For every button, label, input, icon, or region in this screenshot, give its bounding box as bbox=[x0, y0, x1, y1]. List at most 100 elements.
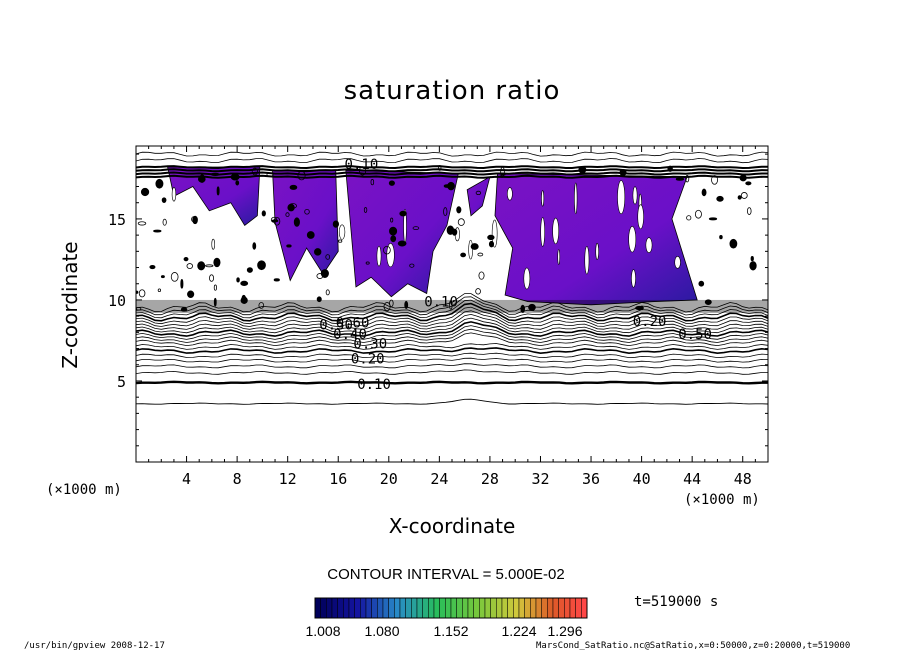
contour-speck bbox=[293, 217, 300, 227]
contour-speck bbox=[388, 180, 395, 186]
contour-label: 0.10 bbox=[345, 157, 379, 173]
x-tick-label: 8 bbox=[233, 470, 242, 488]
contour-speck bbox=[213, 297, 217, 307]
colorbar-cell bbox=[394, 597, 401, 619]
contour-line bbox=[136, 151, 768, 157]
contour-speck bbox=[261, 210, 266, 217]
colorbar-cell bbox=[433, 597, 440, 619]
colorbar-cell bbox=[552, 597, 559, 619]
contour-speck bbox=[365, 261, 370, 265]
colorbar-cell bbox=[467, 597, 474, 619]
contour-speck bbox=[740, 192, 748, 199]
contour-speck bbox=[252, 242, 257, 250]
colorbar-cell bbox=[496, 597, 503, 619]
contour-hole bbox=[386, 242, 395, 268]
colorbar-cell bbox=[314, 597, 321, 619]
colorbar-cell bbox=[564, 597, 571, 619]
colorbar-cell bbox=[484, 597, 491, 619]
contour-speck bbox=[619, 168, 627, 176]
contour-speck bbox=[216, 186, 220, 196]
contour-hole bbox=[541, 190, 545, 207]
contour-line bbox=[136, 302, 768, 322]
contour-interval-label: CONTOUR INTERVAL = 5.000E-02 bbox=[327, 566, 565, 583]
contour-speck bbox=[183, 257, 189, 262]
contour-hole bbox=[376, 245, 382, 267]
contour-speck bbox=[186, 263, 194, 269]
colorbar-cell bbox=[569, 597, 576, 619]
x-tick-label: 20 bbox=[380, 470, 398, 488]
contour-speck bbox=[438, 165, 442, 171]
contour-line bbox=[136, 363, 768, 369]
y-tick-label: 10 bbox=[108, 292, 126, 310]
contour-line bbox=[136, 306, 768, 325]
contour-speck bbox=[157, 288, 162, 293]
contour-line bbox=[136, 357, 768, 363]
contour-speck bbox=[191, 216, 197, 223]
contour-line bbox=[136, 317, 768, 334]
contour-speck bbox=[240, 280, 249, 286]
contour-label: 0.10 bbox=[424, 295, 458, 311]
contour-hole bbox=[637, 204, 644, 230]
contour-speck bbox=[258, 302, 265, 309]
contour-speck bbox=[412, 226, 420, 231]
contour-speck bbox=[209, 274, 215, 282]
contour-speck bbox=[460, 252, 467, 258]
contour-speck bbox=[240, 296, 248, 305]
contour-speck bbox=[389, 226, 398, 236]
footer-left: /usr/bin/gpview 2008-12-17 bbox=[24, 641, 165, 651]
contour-line bbox=[136, 299, 768, 319]
contour-speck bbox=[520, 304, 526, 313]
contour-speck bbox=[155, 178, 164, 189]
contour-speck bbox=[213, 257, 221, 268]
contour-speck bbox=[246, 267, 253, 273]
colorbar-cell bbox=[473, 597, 480, 619]
colorbar-cell bbox=[371, 597, 378, 619]
contour-speck bbox=[286, 244, 292, 248]
contour-line bbox=[136, 168, 768, 173]
contour-speck bbox=[749, 261, 757, 271]
contour-speck bbox=[306, 231, 315, 239]
contour-label: 0.50 bbox=[678, 327, 712, 343]
x-tick-label: 32 bbox=[531, 470, 549, 488]
contour-line bbox=[136, 369, 768, 375]
contour-speck bbox=[750, 256, 754, 262]
contour-speck bbox=[708, 217, 718, 221]
contour-label: 0.50 bbox=[319, 317, 353, 333]
contour-speck bbox=[161, 197, 167, 203]
contour-speck bbox=[325, 289, 330, 296]
colorbar-cell bbox=[331, 597, 338, 619]
x-tick-label: 12 bbox=[279, 470, 297, 488]
contour-hole bbox=[628, 226, 637, 253]
y-tick-label: 15 bbox=[108, 211, 126, 229]
colorbar-tick-label: 1.080 bbox=[364, 623, 399, 639]
contour-hole bbox=[557, 249, 561, 265]
contour-line bbox=[136, 380, 768, 385]
contour-speck bbox=[443, 207, 448, 217]
saturated-region bbox=[345, 169, 459, 298]
contour-line bbox=[136, 332, 768, 347]
y-tick-label: 5 bbox=[117, 373, 126, 391]
colorbar-cell bbox=[343, 597, 350, 619]
colorbar-cell bbox=[507, 597, 514, 619]
contour-line bbox=[136, 313, 768, 330]
contour-hole bbox=[540, 217, 545, 247]
contour-speck bbox=[711, 175, 719, 185]
colorbar-cell bbox=[337, 597, 344, 619]
x-axis-label: X-coordinate bbox=[388, 514, 516, 538]
colorbar-cell bbox=[428, 597, 435, 619]
contour-speck bbox=[675, 177, 685, 181]
x-axis-unit-left: (×1000 m) bbox=[46, 482, 122, 498]
contour-speck bbox=[358, 166, 367, 176]
contour-speck bbox=[210, 172, 220, 176]
colorbar-frame bbox=[314, 597, 588, 619]
contour-hole bbox=[338, 224, 346, 240]
contour-speck bbox=[701, 188, 707, 197]
colorbar-cell bbox=[535, 597, 542, 619]
contour-hole bbox=[468, 239, 473, 260]
colorbar-cell bbox=[405, 597, 412, 619]
contour-speck bbox=[745, 181, 752, 186]
x-tick-label: 4 bbox=[182, 470, 191, 488]
contour-hole bbox=[574, 182, 578, 215]
contour-speck bbox=[739, 174, 747, 182]
